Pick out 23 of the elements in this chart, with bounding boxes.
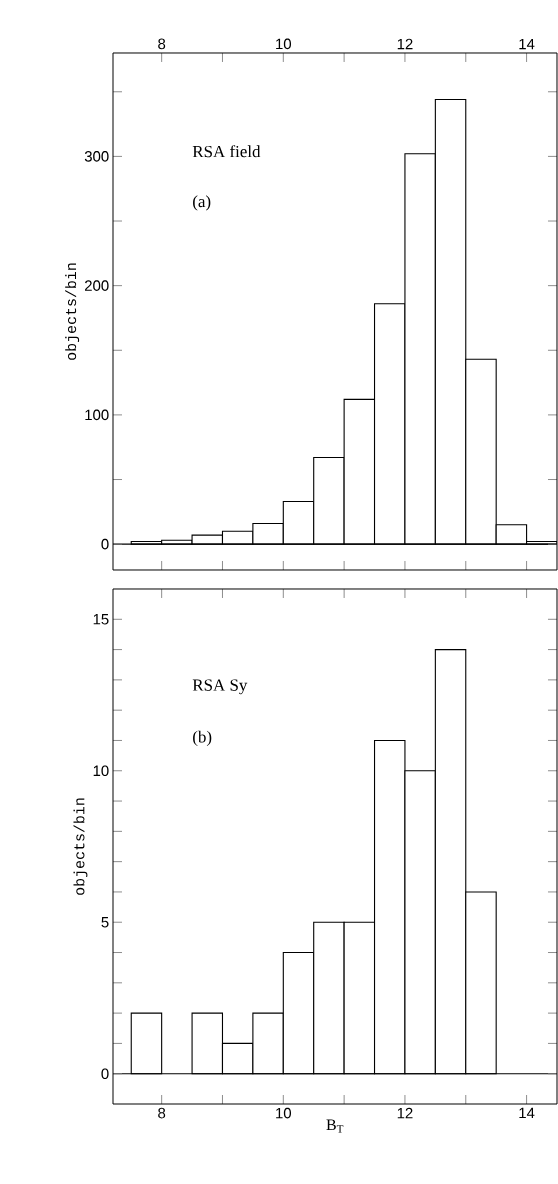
annotation: (a): [193, 195, 211, 211]
x-axis-title: B$_{T}$: [326, 1119, 344, 1133]
x-tick-label: 8: [158, 1107, 166, 1119]
y-tick-label: 15: [93, 614, 109, 625]
annotation: RSA field: [192, 145, 261, 158]
y-axis-title: objects/bin: [73, 798, 88, 895]
annotation: (b): [193, 730, 212, 747]
x-tick-label: 14: [519, 38, 535, 50]
x-tick-label: 10: [276, 1107, 292, 1119]
annotation: RSA Sy: [192, 679, 248, 695]
y-tick-label: 0: [101, 538, 109, 550]
y-tick-label: 100: [85, 409, 109, 421]
x-tick-label: 10: [276, 38, 292, 50]
y-tick-label: 200: [85, 280, 109, 291]
y-tick-label: 0: [101, 1068, 109, 1079]
y-tick-label: 10: [93, 765, 109, 777]
y-tick-label: 300: [84, 151, 109, 162]
y-tick-label: 5: [101, 917, 109, 928]
x-tick-label: 12: [397, 1107, 413, 1119]
x-tick-label: 12: [397, 38, 413, 50]
x-tick-label: 8: [158, 38, 166, 50]
y-axis-title: objects/bin: [65, 263, 80, 360]
x-tick-label: 14: [519, 1107, 535, 1119]
